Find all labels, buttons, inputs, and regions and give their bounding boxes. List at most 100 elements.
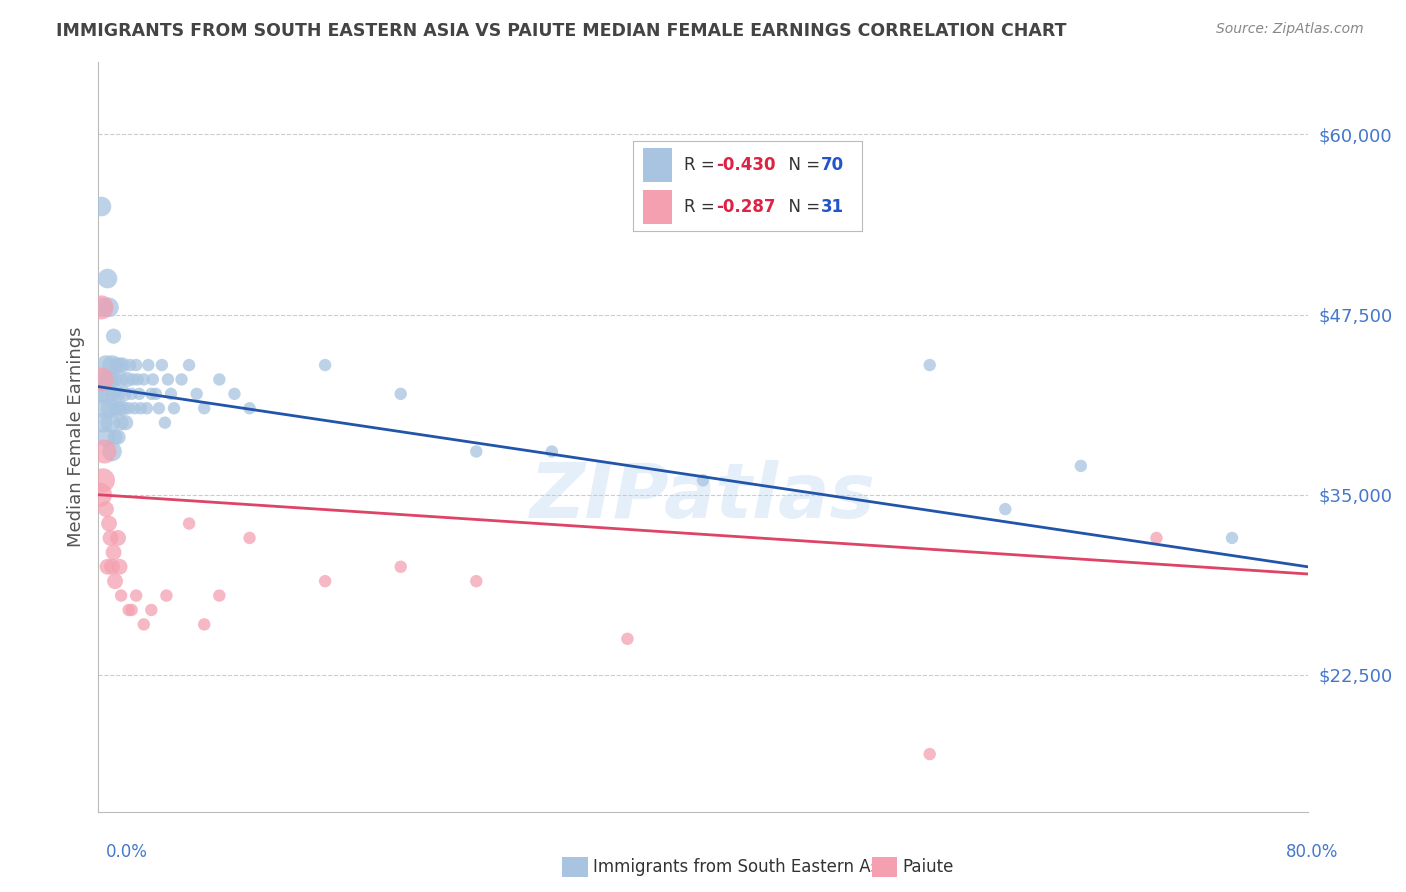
Point — [616, 632, 638, 646]
Point — [160, 387, 183, 401]
Point — [105, 358, 128, 372]
Text: Immigrants from South Eastern Asia: Immigrants from South Eastern Asia — [593, 858, 894, 876]
Point — [89, 387, 111, 401]
Point — [465, 574, 488, 589]
Point — [115, 372, 138, 386]
Y-axis label: Median Female Earnings: Median Female Earnings — [66, 326, 84, 548]
Point — [100, 531, 122, 545]
Point — [148, 401, 170, 416]
Point — [110, 589, 132, 603]
Point — [96, 387, 118, 401]
Point — [93, 401, 115, 416]
Point — [112, 387, 135, 401]
Point — [91, 416, 114, 430]
Point — [179, 516, 201, 531]
Point — [94, 358, 117, 372]
Point — [100, 416, 122, 430]
Point — [692, 473, 714, 487]
Point — [103, 387, 125, 401]
Point — [94, 502, 117, 516]
Point — [208, 589, 231, 603]
Point — [91, 301, 114, 315]
Point — [132, 372, 155, 386]
Point — [91, 473, 114, 487]
Point — [114, 416, 136, 430]
Point — [93, 372, 115, 386]
Point — [96, 559, 118, 574]
Point — [93, 444, 115, 458]
Point — [124, 401, 146, 416]
Point — [153, 416, 176, 430]
Text: R =: R = — [683, 197, 720, 216]
Point — [111, 401, 134, 416]
Point — [142, 372, 165, 386]
Point — [314, 358, 336, 372]
Point — [186, 387, 208, 401]
Point — [89, 488, 111, 502]
Point — [108, 401, 131, 416]
Point — [193, 401, 215, 416]
Point — [1070, 458, 1092, 473]
Point — [994, 502, 1017, 516]
Point — [918, 747, 941, 761]
Point — [98, 301, 121, 315]
Point — [193, 617, 215, 632]
Point — [145, 387, 167, 401]
Point — [90, 200, 112, 214]
Point — [108, 559, 131, 574]
Point — [103, 545, 125, 559]
Point — [224, 387, 246, 401]
Point — [155, 589, 177, 603]
Point — [314, 574, 336, 589]
Point — [465, 444, 488, 458]
Point — [121, 387, 143, 401]
Point — [179, 358, 201, 372]
Point — [125, 589, 148, 603]
Point — [208, 372, 231, 386]
Point — [128, 387, 150, 401]
Text: 0.0%: 0.0% — [105, 843, 148, 861]
Point — [101, 444, 124, 458]
Point — [110, 416, 132, 430]
Point — [90, 301, 112, 315]
Point — [918, 358, 941, 372]
Text: -0.287: -0.287 — [716, 197, 775, 216]
Point — [98, 516, 121, 531]
Point — [389, 559, 412, 574]
Point — [132, 617, 155, 632]
Point — [163, 401, 186, 416]
Point — [239, 401, 262, 416]
Text: ZIPatlas: ZIPatlas — [530, 460, 876, 534]
Point — [100, 401, 122, 416]
Point — [136, 358, 159, 372]
Point — [96, 271, 118, 285]
Point — [104, 430, 127, 444]
Point — [1220, 531, 1243, 545]
Text: N =: N = — [778, 155, 825, 174]
Point — [125, 358, 148, 372]
Bar — [643, 190, 672, 224]
Point — [1144, 531, 1167, 545]
Point — [389, 387, 412, 401]
Point — [135, 401, 157, 416]
Point — [101, 559, 124, 574]
Point — [156, 372, 179, 386]
Text: R =: R = — [683, 155, 720, 174]
Point — [101, 358, 124, 372]
Text: 31: 31 — [821, 197, 844, 216]
Point — [239, 531, 262, 545]
Point — [104, 574, 127, 589]
Point — [94, 430, 117, 444]
Point — [540, 444, 562, 458]
Point — [107, 387, 129, 401]
Point — [141, 387, 163, 401]
Point — [103, 329, 125, 343]
Text: N =: N = — [778, 197, 825, 216]
Point — [120, 358, 142, 372]
Point — [104, 372, 127, 386]
Point — [98, 372, 121, 386]
Point — [107, 531, 129, 545]
Point — [150, 358, 173, 372]
Point — [90, 372, 112, 386]
Point — [118, 603, 141, 617]
